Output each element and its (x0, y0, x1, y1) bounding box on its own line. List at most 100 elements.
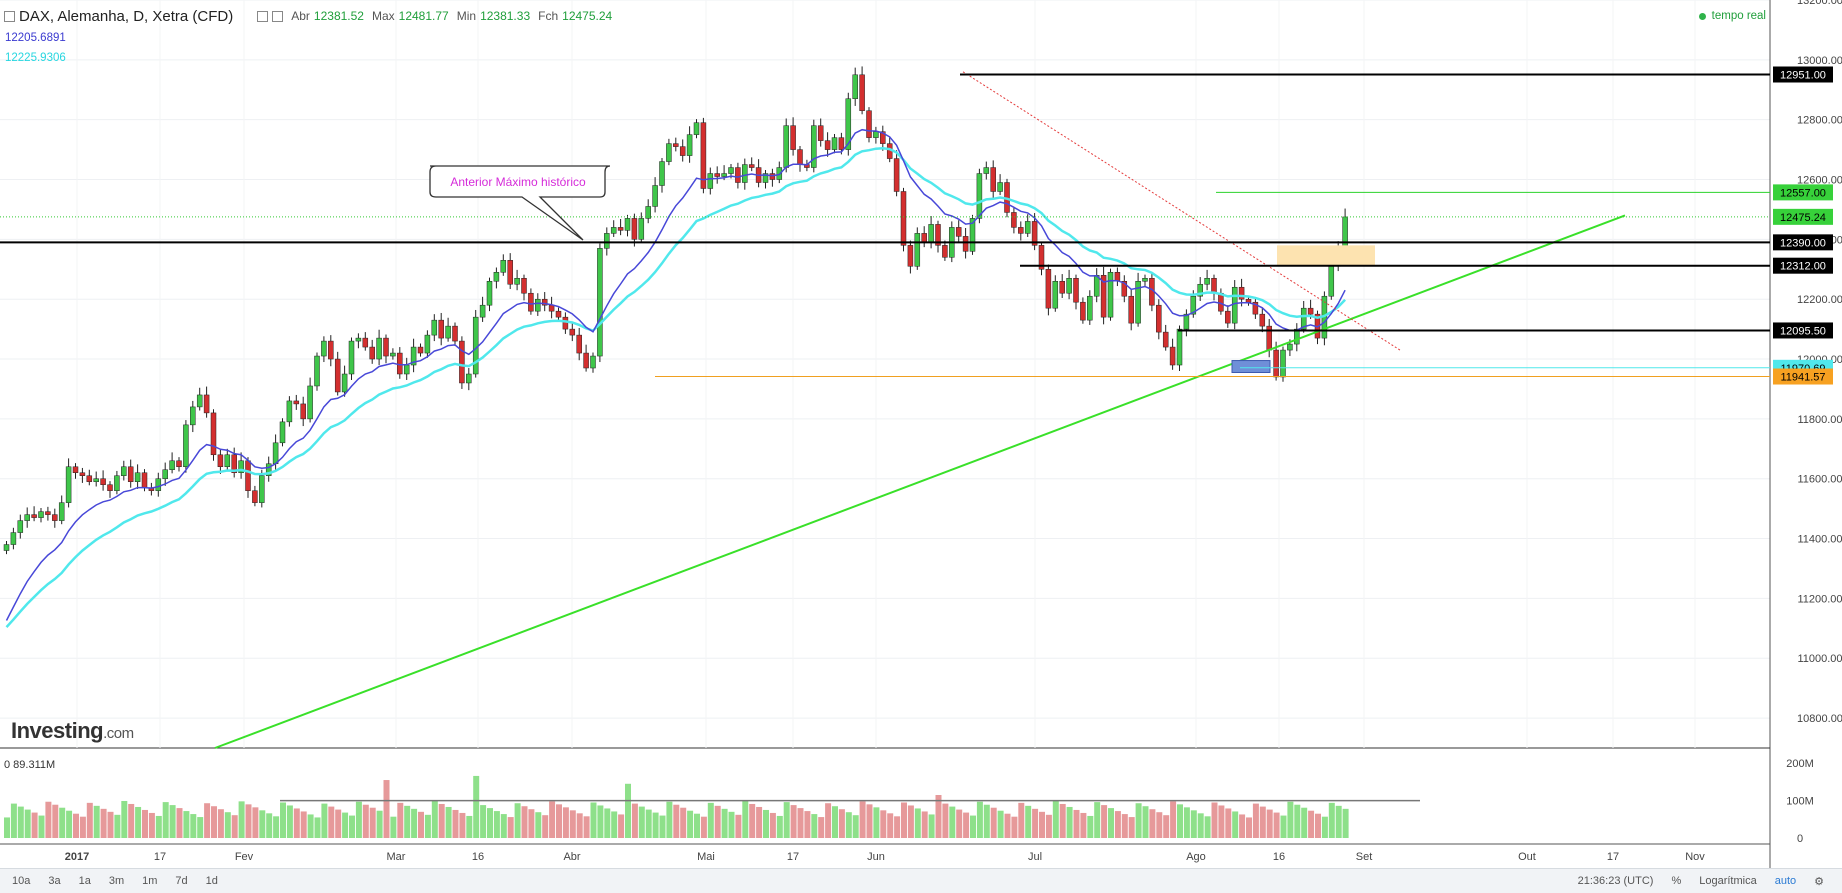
volume-bar (569, 810, 576, 838)
y-tick-label: 11000.00 (1797, 653, 1842, 665)
volume-bar (832, 806, 838, 838)
candle-down (962, 236, 969, 252)
volume-bar (956, 809, 963, 838)
chart-header: DAX, Alemanha, D, Xetra (CFD) Abr 12381.… (0, 6, 612, 26)
candle-down (955, 227, 962, 237)
candle-down (528, 292, 534, 312)
volume-tick-label: 100M (1786, 796, 1814, 808)
candle-up (24, 514, 30, 521)
candle-down (217, 454, 224, 468)
timeframe-1m[interactable]: 1m (142, 875, 158, 887)
volume-bar (307, 814, 314, 838)
volume-bar (480, 805, 487, 838)
volume-bar (990, 807, 997, 838)
timeframe-1a[interactable]: 1a (78, 875, 91, 887)
symbol-title[interactable]: DAX, Alemanha, D, Xetra (CFD) (19, 7, 234, 25)
volume-bar (128, 803, 135, 838)
volume-bar (148, 812, 155, 838)
collapse-icon[interactable] (4, 10, 15, 22)
y-tick-label: 11600.00 (1797, 474, 1842, 486)
candle-down (769, 173, 776, 180)
candle-down (700, 122, 707, 189)
gear-icon[interactable]: ⚙ (1814, 875, 1824, 888)
volume-bar (1294, 804, 1301, 838)
candle-down (673, 143, 679, 147)
volume-bar (10, 803, 17, 838)
log-toggle[interactable]: Logarítmica (1699, 875, 1757, 887)
hide-icon[interactable] (272, 10, 284, 22)
candle-up (134, 472, 141, 482)
volume-bar (1121, 814, 1128, 838)
candle-up (307, 385, 313, 420)
candle-up (1183, 313, 1190, 330)
candle-up (610, 227, 617, 234)
volume-bar (1177, 804, 1183, 838)
volume-bar (252, 807, 259, 838)
volume-bar (176, 808, 183, 838)
volume-bar (362, 804, 369, 838)
volume-bar (1280, 815, 1287, 838)
volume-bar (459, 812, 466, 838)
candle-down (383, 337, 389, 357)
volume-bar (1032, 808, 1039, 838)
timeframe-3a[interactable]: 3a (48, 875, 61, 887)
candle-down (45, 511, 51, 515)
y-tick-label: 11400.00 (1797, 534, 1842, 546)
volume-bar (224, 812, 231, 838)
candle-up (1176, 328, 1183, 366)
live-dot-icon (1698, 12, 1706, 20)
volume-bar (355, 801, 362, 838)
candle-up (196, 394, 203, 408)
volume-bar (445, 806, 452, 838)
y-tick-label: 12600.00 (1797, 175, 1842, 187)
volume-bar (286, 805, 293, 838)
candle-up (410, 346, 417, 366)
candle-up (472, 316, 479, 375)
auto-toggle[interactable]: auto (1774, 875, 1797, 887)
candle-up (390, 352, 396, 357)
volume-bar (687, 810, 694, 838)
volume-bar (1342, 808, 1349, 838)
percent-toggle[interactable]: % (1671, 875, 1682, 887)
volume-bar (1108, 808, 1114, 838)
candle-down (203, 394, 210, 414)
candle-down (107, 484, 113, 491)
volume-bar (66, 810, 73, 838)
volume-bar (997, 810, 1004, 838)
candle-down (1100, 275, 1107, 318)
timeframe-7d[interactable]: 7d (175, 875, 188, 887)
volume-bar (38, 815, 45, 838)
bottom-toolbar: 10a 3a 1a 3m 1m 7d 1d 21:36:23 (UTC) % L… (0, 868, 1842, 893)
price-level-label: 12557.00 (1780, 187, 1826, 199)
candle-down (231, 454, 237, 473)
candle-up (604, 233, 610, 249)
candle-up (17, 520, 24, 533)
candle-up (314, 355, 320, 387)
timeframe-3m[interactable]: 3m (108, 875, 125, 887)
volume-bar (1301, 807, 1308, 838)
volume-bar (4, 817, 10, 838)
candle-down (617, 227, 624, 231)
timeframe-10a[interactable]: 10a (12, 875, 31, 887)
candle-down (859, 74, 865, 111)
ma1-value: 12205.6891 (5, 32, 66, 44)
settings-icon[interactable] (257, 10, 269, 22)
candle-up (845, 98, 852, 150)
candle-up (666, 143, 672, 162)
timeframe-1d[interactable]: 1d (205, 875, 218, 887)
volume-bar (1335, 805, 1342, 838)
volume-bar (369, 807, 376, 838)
volume-bar (769, 812, 776, 838)
volume-bar (190, 814, 197, 838)
volume-bar (749, 803, 756, 838)
candle-up (914, 233, 921, 267)
candle-down (210, 412, 217, 456)
volume-bar (1232, 811, 1239, 838)
candle-up (976, 173, 983, 219)
volume-bar (535, 812, 542, 838)
volume-bar (1266, 809, 1273, 838)
candle-up (355, 337, 362, 342)
candle-up (873, 131, 879, 138)
candle-up (928, 224, 934, 243)
